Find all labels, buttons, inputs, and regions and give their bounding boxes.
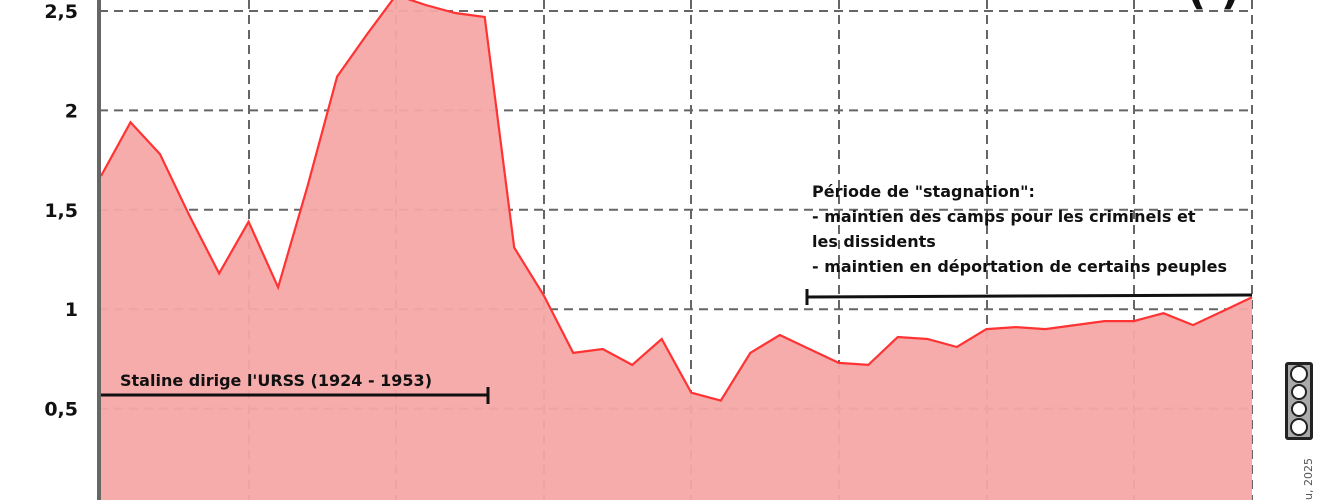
stagnation-line-4: - maintien en déportation de certains pe… <box>812 257 1227 276</box>
y-ticks: 0,5 1 1,5 2 2,5 <box>44 1 78 421</box>
cc-by-nc-sa-icon <box>1285 362 1313 440</box>
y-tick-label: 1,5 <box>44 200 78 222</box>
series-area <box>101 0 1252 500</box>
y-tick-label: 1 <box>65 299 78 321</box>
y-tick-label: 0,5 <box>44 399 78 421</box>
y-tick-label: 2 <box>65 100 78 122</box>
stagnation-line-3: les dissidents <box>812 232 936 251</box>
stagnation-line-1: Période de "stagnation": <box>812 182 1035 201</box>
series-line <box>100 0 1253 402</box>
stagnation-line-2: - maintien des camps pour les criminels … <box>812 207 1196 226</box>
y-tick-label: 2,5 <box>44 1 78 23</box>
stagnation-period-bar <box>806 293 1253 299</box>
stalin-label: Staline dirige l'URSS (1924 - 1953) <box>120 371 432 390</box>
area-layer <box>100 0 1253 500</box>
author-credit-fragment: u, 2025 <box>1302 458 1315 500</box>
